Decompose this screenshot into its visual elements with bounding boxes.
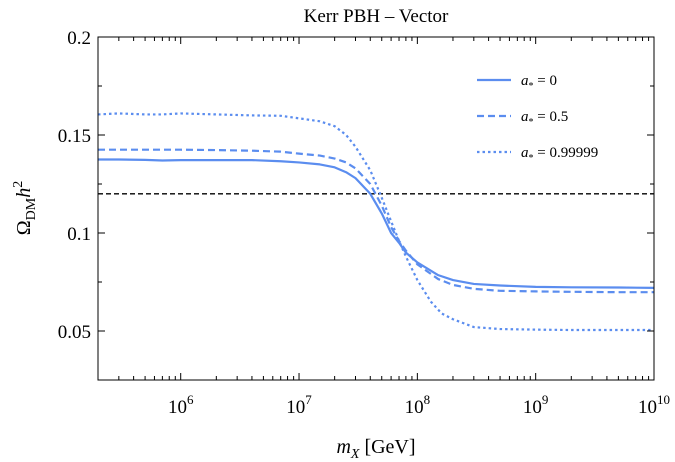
plot-area (97, 36, 655, 381)
legend-label: a* = 0.99999 (521, 145, 598, 164)
series-line-2 (98, 148, 654, 294)
svg-text:ΩDMh2: ΩDMh2 (11, 181, 39, 235)
x-tick-label: 1010 (638, 392, 670, 418)
legend-label: a* = 0 (521, 73, 557, 92)
series-line-1 (98, 158, 655, 289)
series-layer (97, 112, 655, 332)
tick-layer (97, 36, 655, 381)
x-tick-label: 109 (523, 392, 549, 418)
chart-title: Kerr PBH – Vector (304, 6, 449, 27)
y-tick-label: 0.15 (58, 126, 91, 147)
y-axis-label: ΩDMh2 (11, 181, 39, 235)
plot-frame (97, 36, 655, 381)
x-axis-label: mX [GeV] (336, 436, 415, 462)
x-tick-label: 108 (405, 392, 431, 418)
x-tick-label: 106 (168, 392, 194, 418)
legend: a* = 0 a* = 0.5 a* = 0.99999 (477, 73, 598, 164)
x-tick-label: 107 (286, 392, 312, 418)
y-tick-label: 0.2 (67, 28, 91, 49)
y-tick-label: 0.05 (58, 322, 91, 343)
x-tick-labels: 106 107 108 109 1010 (168, 392, 670, 418)
y-tick-labels: 0.05 0.1 0.15 0.2 (58, 28, 91, 343)
svg-text:mX [GeV]: mX [GeV] (336, 436, 415, 462)
series-line-3 (97, 112, 654, 332)
y-tick-label: 0.1 (67, 224, 91, 245)
legend-label: a* = 0.5 (521, 109, 568, 128)
